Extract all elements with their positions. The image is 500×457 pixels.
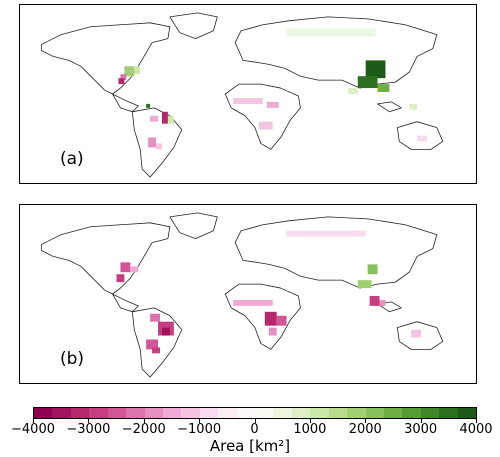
colorbar-tick [365,419,367,423]
continents-outline [40,212,444,378]
colorbar-tick-label: 0 [250,422,259,437]
colorbar-tick [199,419,201,423]
colorbar-tick-label: 1000 [293,422,327,437]
colorbar-segment [89,408,108,418]
colorbar-tick-label: 4000 [459,422,493,437]
colorbar-tick [420,419,422,423]
colorbar-segment [255,408,274,418]
change-cells-a [118,28,427,150]
colorbar-segment [144,408,163,418]
colorbar [33,407,477,419]
colorbar-tick [309,419,311,423]
colorbar-tick [143,419,145,423]
colorbar-segment [181,408,200,418]
colorbar-tick-label: −3000 [66,422,111,437]
colorbar-tick-label: 2000 [348,422,382,437]
colorbar-segment [218,408,237,418]
panel-label-b: (b) [60,349,85,369]
colorbar-tick [476,419,477,423]
colorbar-segment [199,408,219,418]
continents-outline [40,12,444,178]
colorbar-tick [33,419,34,423]
colorbar-segment [126,408,145,418]
map-panel-a: (a) [19,4,477,184]
world-map-b [40,212,444,378]
colorbar-segment [70,408,90,418]
colorbar-segment [365,408,385,418]
colorbar-tick [254,419,256,423]
colorbar-segment [162,408,182,418]
change-cells-b [116,230,422,354]
colorbar-segment [236,408,256,418]
colorbar-segment [328,408,348,418]
colorbar-segment [107,408,127,418]
colorbar-tick-label: 3000 [404,422,438,437]
panel-label-a: (a) [60,149,84,169]
colorbar-tick [88,419,90,423]
colorbar-segment [34,408,53,418]
colorbar-segment [439,408,458,418]
colorbar-segment [384,408,403,418]
world-map-a [40,12,444,178]
colorbar-segment [402,408,421,418]
colorbar-title: Area [km²] [209,437,291,455]
colorbar-tick-label: −2000 [121,422,166,437]
colorbar-tick-label: −4000 [11,422,55,437]
colorbar-tick-label: −1000 [177,422,222,437]
colorbar-segment [347,408,366,418]
colorbar-segment [273,408,292,418]
colorbar-segment [291,408,311,418]
colorbar-segment [52,408,71,418]
colorbar-segment [420,408,440,418]
colorbar-segment [457,408,477,418]
map-panel-b: (b) [19,204,477,384]
colorbar-segment [310,408,329,418]
